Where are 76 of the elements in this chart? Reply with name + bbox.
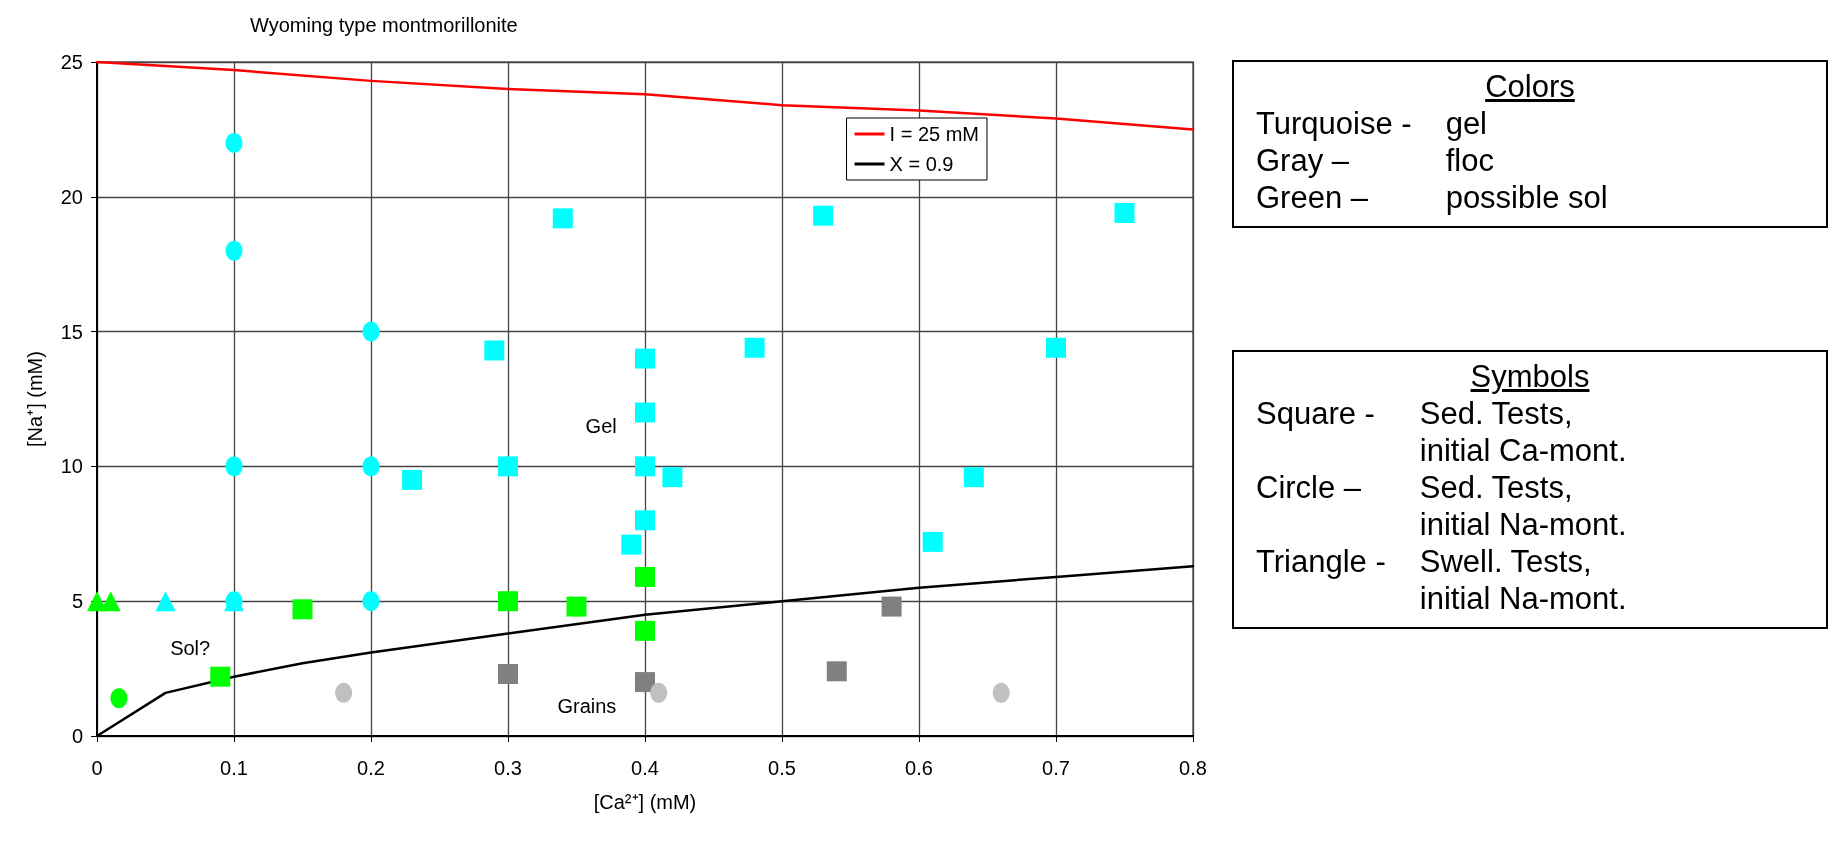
point — [635, 672, 655, 693]
x-tick-label: 0.8 — [1179, 757, 1207, 779]
point — [225, 240, 243, 261]
text: Circle – — [1256, 469, 1363, 507]
x-tick-label: 0 — [91, 757, 103, 779]
y-tick-label: 10 — [60, 455, 83, 478]
point — [335, 682, 353, 703]
y-tick-label: 15 — [60, 320, 83, 343]
point — [1114, 202, 1135, 223]
y-tick-label: 5 — [71, 590, 83, 613]
point — [635, 620, 655, 641]
annotation: Gel — [585, 414, 617, 437]
point — [362, 456, 380, 477]
legend-label: X = 0.9 — [889, 153, 954, 175]
point — [744, 337, 765, 358]
x-tick-label: 0.1 — [220, 757, 248, 779]
text: Triangle - — [1256, 543, 1387, 581]
point — [210, 666, 231, 687]
text: Sed. Tests, initial Na-mont. — [1419, 469, 1627, 543]
x-tick-label: 0.6 — [905, 757, 933, 779]
point — [621, 534, 642, 555]
text: Gray – — [1256, 142, 1351, 179]
point — [498, 591, 518, 612]
x-tick-label: 0.3 — [494, 757, 522, 779]
legend-label: I = 25 mM — [889, 123, 980, 145]
text: Colors — [1484, 68, 1576, 105]
point — [635, 348, 655, 369]
x-tick-label: 0.2 — [357, 757, 385, 779]
point — [225, 132, 243, 153]
y-tick-label: 25 — [60, 51, 83, 73]
point — [992, 682, 1010, 703]
point — [1046, 337, 1066, 358]
annotation: Grains — [557, 694, 617, 717]
point — [635, 456, 655, 477]
point — [922, 531, 943, 552]
point — [292, 599, 313, 620]
point — [498, 456, 518, 477]
x-tick-label: 0.7 — [1042, 757, 1070, 779]
point — [650, 682, 668, 703]
point — [635, 566, 655, 587]
point — [826, 661, 847, 682]
annotation: Sol? — [170, 637, 211, 660]
text: Turquoise - — [1256, 105, 1413, 142]
point — [225, 456, 243, 477]
text: floc — [1445, 142, 1494, 179]
point — [155, 591, 176, 612]
point — [963, 467, 984, 488]
point — [362, 591, 380, 612]
text: possible sol — [1445, 179, 1608, 216]
chart-title: Wyoming type montmorillonite — [250, 14, 518, 36]
text: Green – — [1256, 179, 1369, 216]
point — [662, 467, 683, 488]
point — [402, 469, 423, 490]
point — [100, 591, 121, 612]
y-tick-label: 20 — [60, 185, 83, 208]
y-axis-title: [Na⁺] (mM) — [24, 351, 46, 447]
point — [635, 510, 655, 531]
point — [881, 596, 902, 617]
text: Square - — [1256, 395, 1376, 433]
text: gel — [1445, 105, 1488, 142]
text: Swell. Tests, initial Na-mont. — [1419, 543, 1627, 617]
point — [498, 663, 518, 684]
point — [87, 591, 107, 612]
point — [813, 205, 834, 226]
point — [362, 321, 380, 342]
y-tick-label: 0 — [71, 725, 83, 747]
text: Sed. Tests, initial Ca-mont. — [1419, 395, 1627, 469]
point — [110, 688, 128, 709]
point — [552, 208, 573, 229]
x-tick-label: 0.4 — [631, 757, 659, 779]
point — [484, 340, 505, 361]
point — [566, 596, 587, 617]
x-tick-label: 0.5 — [768, 757, 796, 779]
point — [635, 402, 655, 423]
x-axis-title: [Ca²⁺] (mM) — [593, 791, 697, 813]
text: Symbols — [1469, 358, 1591, 395]
